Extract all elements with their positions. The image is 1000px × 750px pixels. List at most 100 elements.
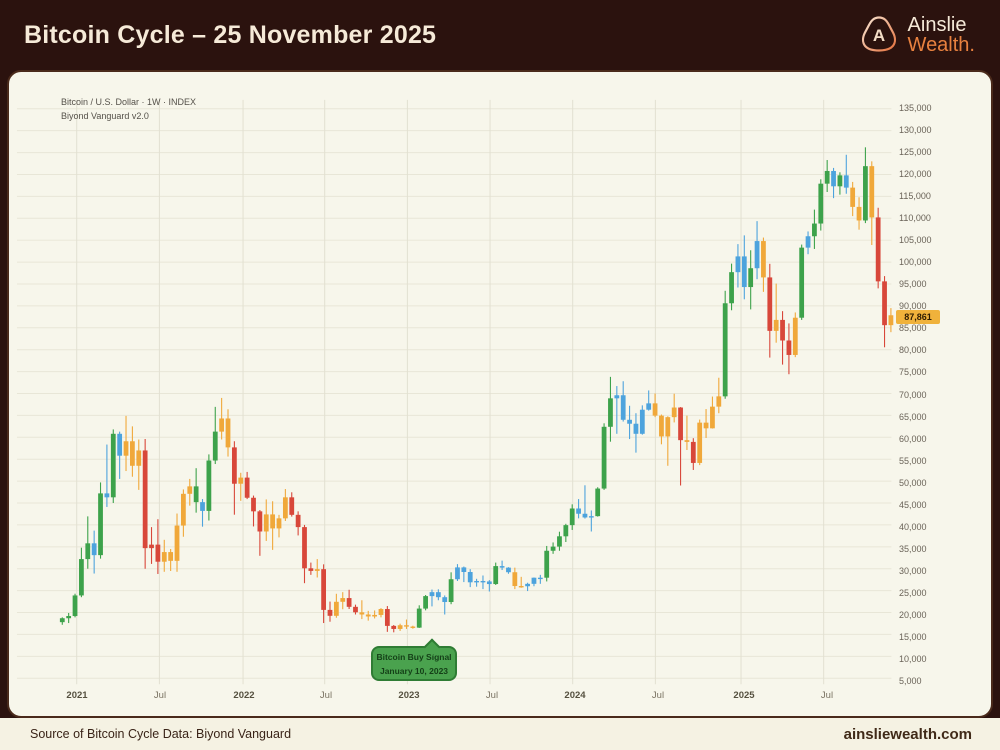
candle [174,525,180,561]
candle [525,583,530,587]
candle [761,241,766,278]
candle [372,614,378,617]
candle [703,422,709,429]
candle [741,256,747,288]
candle [531,577,537,584]
y-axis-label: 90,000 [899,301,927,312]
x-axis-label: Jul [651,690,665,701]
brand-name-line2: Wealth. [907,34,975,56]
candle [467,572,473,583]
candle [130,441,135,466]
candle [238,477,244,484]
y-axis-label: 65,000 [899,411,927,422]
y-axis-label: 130,000 [899,125,932,136]
candle [378,609,384,615]
candle [359,612,365,615]
candle [85,543,91,560]
candle [588,516,594,518]
candle [263,514,269,532]
candle [799,247,805,318]
candle [729,272,734,304]
x-axis-label: Jul [485,690,499,701]
candle [569,508,575,526]
candle [257,511,263,532]
candle [652,403,658,416]
buy-signal-callout: Bitcoin Buy Signal January 10, 2023 [371,638,457,681]
y-axis-label: 10,000 [899,653,927,664]
y-axis-label: 60,000 [899,433,927,444]
x-axis-label: Jul [820,690,834,701]
x-axis-label: Jul [153,690,167,701]
candle [869,166,875,218]
candle [544,550,550,578]
candle [206,460,212,511]
indicator-title: Biyond Vanguard v2.0 [61,111,149,121]
candle [792,317,798,355]
candle [537,577,543,580]
candle [340,598,346,602]
candle [888,315,894,326]
candle [314,569,320,571]
symbol-title: Bitcoin / U.S. Dollar · 1W · INDEX [61,97,197,107]
y-axis-label: 45,000 [899,499,927,510]
candle [149,544,154,549]
candle [155,544,161,562]
x-axis-label: 2022 [233,690,255,701]
candle [302,527,307,569]
y-axis-label: 70,000 [899,389,927,400]
candle [824,170,830,184]
candle [404,625,409,627]
header: Bitcoin Cycle – 25 November 2025 A Ainsl… [0,0,1000,70]
symbol-title-block: Bitcoin / U.S. Dollar · 1W · INDEX Biyon… [61,95,196,123]
y-axis-label: 15,000 [899,631,927,642]
candle [295,514,301,528]
brand-name-line1: Ainslie [907,14,967,36]
candle [161,552,167,562]
candle [91,543,97,556]
website-link[interactable]: ainsliewealth.com [843,725,972,743]
candle [697,422,703,463]
candle [410,626,416,628]
candle [850,187,856,207]
y-axis-label: 100,000 [899,257,932,268]
candle [66,616,72,619]
candle [882,281,887,326]
candle [225,418,231,448]
y-axis-label: 135,000 [899,103,932,113]
brand-monogram-icon: A [861,16,896,52]
candle [646,403,652,410]
y-axis-label: 80,000 [899,345,927,356]
candle [384,609,390,626]
candle [506,567,511,573]
candle [633,423,639,434]
y-axis-label: 40,000 [899,521,927,532]
candle [289,497,295,515]
candle [282,497,288,519]
y-axis-label: 115,000 [899,191,931,202]
candle [353,606,358,613]
candle [563,525,569,537]
candle [595,488,601,517]
y-axis-label: 95,000 [899,279,927,290]
candle [333,601,339,616]
y-axis-label: 35,000 [899,543,927,554]
candle [59,618,65,623]
y-axis-label: 25,000 [899,587,927,598]
candle [455,567,460,580]
chart-panel: Bitcoin / U.S. Dollar · 1W · INDEX Biyon… [7,70,993,718]
candle [608,398,613,427]
candle [780,319,785,341]
candle [805,236,811,248]
candle [710,406,715,429]
candle [200,502,205,511]
price-badge: 87,861 [896,309,940,324]
candle [837,175,843,187]
candle [276,518,282,529]
candle [843,175,849,188]
y-axis-label: 30,000 [899,565,927,576]
candle [735,256,741,273]
candle [684,440,690,442]
candle [416,608,422,628]
buy-signal-title: Bitcoin Buy Signal [376,651,452,662]
brand-logo: A Ainslie Wealth. [859,14,975,56]
